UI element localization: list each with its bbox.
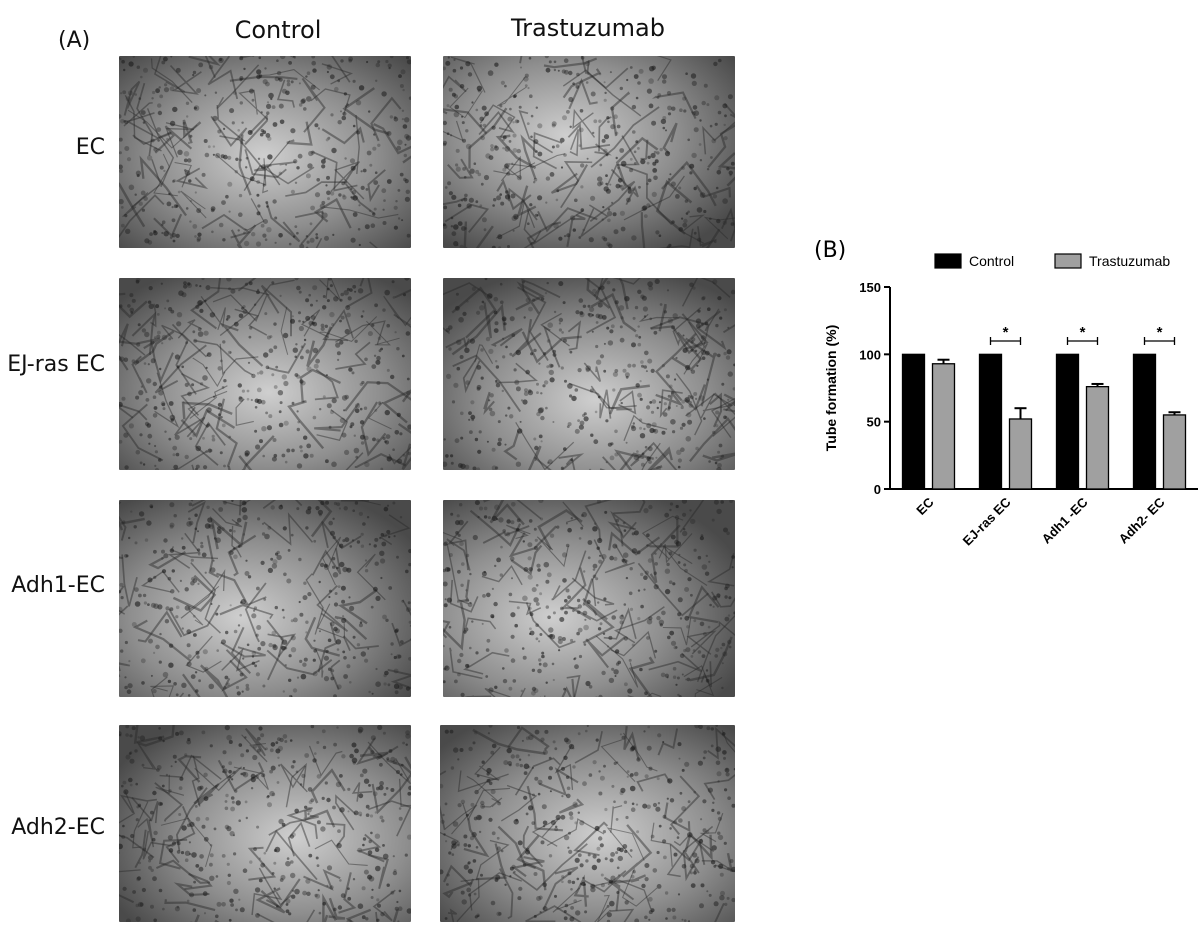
panel-a-label: (A) [58, 28, 91, 53]
bar-0-3 [1132, 353, 1157, 490]
x-tick-label-1: EJ-ras EC [960, 494, 1014, 548]
column-header-control: Control [234, 16, 322, 44]
sig-star-3: * [1157, 324, 1163, 341]
row-label-adh1-ec: Adh1-EC [11, 573, 105, 598]
micrograph-ec-control [119, 56, 411, 248]
micrograph-adh1-trastuzumab [443, 500, 735, 697]
y-tick-label-3: 150 [859, 280, 881, 295]
bar-1-1 [1008, 418, 1033, 490]
bar-0-0 [901, 353, 926, 490]
y-tick-label-1: 50 [867, 415, 881, 430]
bar-1-0 [931, 363, 956, 490]
bar-0-1 [978, 353, 1003, 490]
y-axis-label: Tube formation (%) [823, 325, 839, 452]
sig-star-2: * [1080, 324, 1086, 341]
micrograph-ejras-trastuzumab [443, 278, 735, 470]
micrograph-adh2-control [119, 725, 411, 922]
micrograph-ec-trastuzumab [443, 56, 735, 248]
micrograph-ejras-control [119, 278, 411, 470]
legend-label-1: Trastuzumab [1089, 253, 1170, 269]
row-label-ej-ras-ec: EJ-ras EC [7, 352, 105, 377]
y-tick-label-0: 0 [874, 482, 881, 497]
panel-b-label: (B) [814, 240, 846, 263]
micrograph-adh2-trastuzumab [440, 725, 735, 922]
bar-1-2 [1085, 386, 1110, 490]
legend-swatch-1 [1054, 253, 1082, 269]
legend-label-0: Control [969, 253, 1014, 269]
y-tick-label-2: 100 [859, 347, 881, 362]
bar-1-3 [1162, 414, 1187, 490]
micrograph-adh1-control [119, 500, 411, 697]
legend-swatch-0 [934, 253, 962, 269]
x-tick-label-2: Adh1 -EC [1039, 494, 1091, 546]
row-label-adh2-ec: Adh2-EC [11, 815, 105, 840]
tube-formation-bar-chart: (B) Control Trastuzumab 0 50 100 150 Tube forma… [814, 240, 1198, 549]
x-tick-label-0: EC [913, 494, 937, 518]
row-label-ec: EC [75, 135, 105, 160]
bar-0-2 [1055, 353, 1080, 490]
sig-star-1: * [1003, 324, 1009, 341]
x-tick-label-3: Adh2- EC [1116, 494, 1168, 546]
column-header-trastuzumab: Trastuzumab [511, 14, 665, 42]
